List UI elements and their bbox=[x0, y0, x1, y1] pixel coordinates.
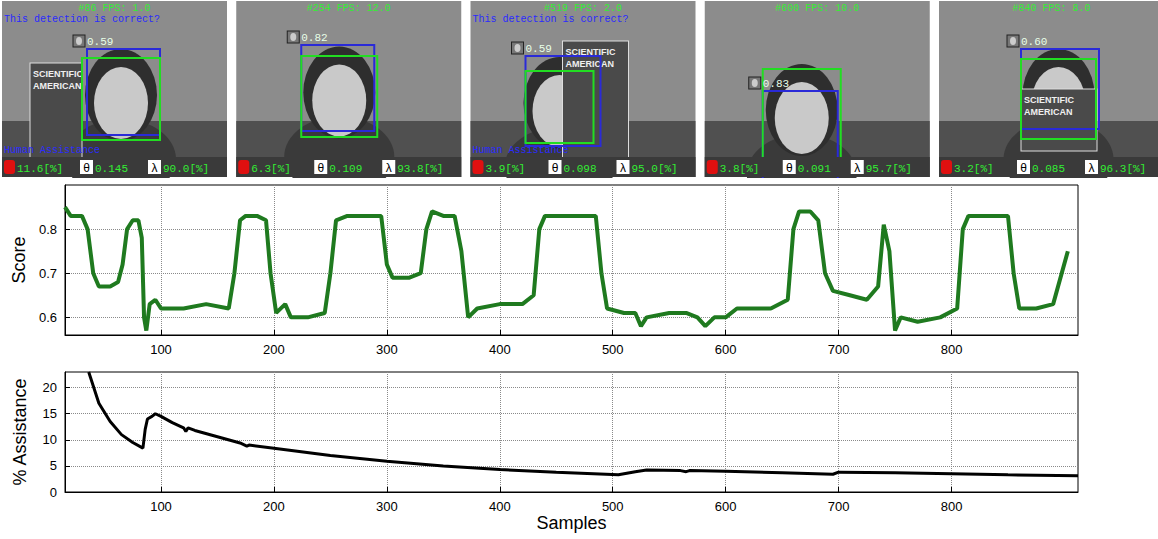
svg-text:5: 5 bbox=[50, 458, 57, 473]
svg-text:0.6: 0.6 bbox=[39, 310, 57, 325]
svg-text:10: 10 bbox=[43, 432, 57, 447]
svg-text:20: 20 bbox=[43, 380, 57, 395]
svg-text:0.085: 0.085 bbox=[1032, 163, 1065, 175]
svg-text:300: 300 bbox=[376, 499, 398, 514]
svg-text:λ: λ bbox=[620, 161, 626, 175]
svg-text:700: 700 bbox=[828, 499, 850, 514]
svg-text:θ: θ bbox=[1020, 161, 1027, 175]
svg-text:0.8: 0.8 bbox=[39, 222, 57, 237]
svg-text:#519 FPS: 2.0: #519 FPS: 2.0 bbox=[544, 3, 622, 14]
svg-text:0.82: 0.82 bbox=[301, 32, 327, 44]
svg-text:15: 15 bbox=[43, 406, 57, 421]
svg-text:600: 600 bbox=[715, 499, 737, 514]
svg-text:96.3[%]: 96.3[%] bbox=[1100, 163, 1146, 175]
svg-text:0.60: 0.60 bbox=[1021, 36, 1047, 48]
svg-text:0.83: 0.83 bbox=[763, 78, 789, 90]
svg-text:λ: λ bbox=[152, 161, 158, 175]
svg-text:θ: θ bbox=[786, 161, 793, 175]
svg-text:200: 200 bbox=[263, 499, 285, 514]
svg-text:This detection is correct?: This detection is correct? bbox=[4, 14, 160, 25]
svg-text:11.6[%]: 11.6[%] bbox=[17, 163, 63, 175]
svg-text:#600 FPS: 10.0: #600 FPS: 10.0 bbox=[775, 3, 859, 14]
svg-text:SCIENTIFIC: SCIENTIFIC bbox=[565, 47, 616, 57]
svg-text:SCIENTIFIC: SCIENTIFIC bbox=[1024, 95, 1075, 105]
svg-text:400: 400 bbox=[489, 342, 511, 357]
svg-text:0.109: 0.109 bbox=[329, 163, 362, 175]
svg-text:θ: θ bbox=[317, 161, 324, 175]
svg-text:λ: λ bbox=[386, 161, 392, 175]
svg-text:6.3[%]: 6.3[%] bbox=[251, 163, 291, 175]
svg-text:0.7: 0.7 bbox=[39, 266, 57, 281]
svg-text:100: 100 bbox=[150, 342, 172, 357]
svg-text:SCIENTIFIC: SCIENTIFIC bbox=[33, 69, 84, 79]
svg-text:0.59: 0.59 bbox=[526, 43, 552, 55]
svg-text:0.098: 0.098 bbox=[564, 163, 597, 175]
svg-text:AMERICAN: AMERICAN bbox=[566, 59, 615, 69]
svg-text:500: 500 bbox=[602, 499, 624, 514]
svg-text:800: 800 bbox=[941, 499, 963, 514]
svg-text:3.8[%]: 3.8[%] bbox=[720, 163, 760, 175]
svg-text:3.2[%]: 3.2[%] bbox=[954, 163, 994, 175]
svg-text:#254 FPS: 12.0: #254 FPS: 12.0 bbox=[307, 3, 391, 14]
svg-text:Score: Score bbox=[9, 236, 29, 283]
svg-text:3.9[%]: 3.9[%] bbox=[486, 163, 526, 175]
svg-text:#840 FPS: 8.0: #840 FPS: 8.0 bbox=[1012, 3, 1090, 14]
svg-text:θ: θ bbox=[552, 161, 559, 175]
svg-text:93.8[%]: 93.8[%] bbox=[397, 163, 443, 175]
svg-text:300: 300 bbox=[376, 342, 398, 357]
svg-text:800: 800 bbox=[941, 342, 963, 357]
svg-text:#86 FPS: 1.0: #86 FPS: 1.0 bbox=[78, 3, 150, 14]
svg-text:200: 200 bbox=[263, 342, 285, 357]
svg-text:0.145: 0.145 bbox=[95, 163, 128, 175]
svg-text:λ: λ bbox=[1089, 161, 1095, 175]
svg-text:0.59: 0.59 bbox=[87, 36, 113, 48]
svg-text:% Assistance: % Assistance bbox=[10, 378, 30, 485]
svg-text:Human Assistance: Human Assistance bbox=[473, 145, 569, 156]
svg-text:95.0[%]: 95.0[%] bbox=[632, 163, 678, 175]
svg-text:0.091: 0.091 bbox=[798, 163, 831, 175]
svg-text:100: 100 bbox=[150, 499, 172, 514]
svg-text:λ: λ bbox=[854, 161, 860, 175]
svg-text:Human Assistance: Human Assistance bbox=[4, 145, 100, 156]
svg-text:600: 600 bbox=[715, 342, 737, 357]
svg-text:Samples: Samples bbox=[536, 513, 606, 533]
svg-text:95.7[%]: 95.7[%] bbox=[866, 163, 912, 175]
svg-text:θ: θ bbox=[83, 161, 90, 175]
svg-text:AMERICAN: AMERICAN bbox=[1024, 107, 1073, 117]
svg-text:AMERICAN: AMERICAN bbox=[33, 81, 82, 91]
svg-text:500: 500 bbox=[602, 342, 624, 357]
svg-text:This detection is correct?: This detection is correct? bbox=[473, 14, 629, 25]
svg-text:400: 400 bbox=[489, 499, 511, 514]
svg-text:90.0[%]: 90.0[%] bbox=[163, 163, 209, 175]
svg-text:0: 0 bbox=[50, 485, 57, 500]
svg-text:700: 700 bbox=[828, 342, 850, 357]
